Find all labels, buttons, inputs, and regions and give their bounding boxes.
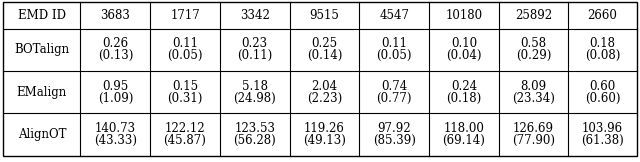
Text: 4547: 4547 [379, 9, 409, 22]
Text: 0.58: 0.58 [520, 37, 547, 50]
Text: 3342: 3342 [240, 9, 269, 22]
Text: BOTalign: BOTalign [14, 43, 69, 56]
Text: 118.00: 118.00 [444, 122, 484, 135]
Text: 8.09: 8.09 [520, 80, 547, 93]
Text: (0.18): (0.18) [446, 92, 481, 104]
Text: (23.34): (23.34) [512, 92, 555, 104]
Text: EMD ID: EMD ID [18, 9, 66, 22]
Text: 140.73: 140.73 [95, 122, 136, 135]
Text: 5.18: 5.18 [242, 80, 268, 93]
Text: 0.24: 0.24 [451, 80, 477, 93]
Text: 97.92: 97.92 [378, 122, 411, 135]
Text: (2.23): (2.23) [307, 92, 342, 104]
Text: 0.11: 0.11 [172, 37, 198, 50]
Text: 0.25: 0.25 [312, 37, 337, 50]
Text: 0.18: 0.18 [589, 37, 616, 50]
Text: (0.05): (0.05) [167, 49, 203, 62]
Text: 0.10: 0.10 [451, 37, 477, 50]
Text: (1.09): (1.09) [98, 92, 133, 104]
Text: (85.39): (85.39) [372, 134, 415, 147]
Text: (0.77): (0.77) [376, 92, 412, 104]
Text: (43.33): (43.33) [94, 134, 137, 147]
Text: 25892: 25892 [515, 9, 552, 22]
Text: (56.28): (56.28) [234, 134, 276, 147]
Text: 10180: 10180 [445, 9, 483, 22]
Text: 0.95: 0.95 [102, 80, 129, 93]
Text: (77.90): (77.90) [512, 134, 555, 147]
Text: (0.04): (0.04) [446, 49, 481, 62]
Text: 123.53: 123.53 [234, 122, 275, 135]
Text: EMalign: EMalign [17, 86, 67, 98]
Text: (0.05): (0.05) [376, 49, 412, 62]
Text: (0.11): (0.11) [237, 49, 273, 62]
Text: (0.08): (0.08) [585, 49, 620, 62]
Text: 0.11: 0.11 [381, 37, 407, 50]
Text: 126.69: 126.69 [513, 122, 554, 135]
Text: 119.26: 119.26 [304, 122, 345, 135]
Text: (0.60): (0.60) [585, 92, 620, 104]
Text: 1717: 1717 [170, 9, 200, 22]
Text: 0.23: 0.23 [242, 37, 268, 50]
Text: 0.60: 0.60 [589, 80, 616, 93]
Text: 0.74: 0.74 [381, 80, 407, 93]
Text: (0.29): (0.29) [516, 49, 551, 62]
Text: (69.14): (69.14) [442, 134, 485, 147]
Text: (61.38): (61.38) [581, 134, 624, 147]
Text: 0.15: 0.15 [172, 80, 198, 93]
Text: (45.87): (45.87) [164, 134, 207, 147]
Text: 0.26: 0.26 [102, 37, 129, 50]
Text: (0.31): (0.31) [167, 92, 203, 104]
Text: 3683: 3683 [100, 9, 131, 22]
Text: (0.13): (0.13) [98, 49, 133, 62]
Text: (24.98): (24.98) [234, 92, 276, 104]
Text: (49.13): (49.13) [303, 134, 346, 147]
Text: 122.12: 122.12 [164, 122, 205, 135]
Text: AlignOT: AlignOT [17, 128, 66, 141]
Text: 2.04: 2.04 [312, 80, 337, 93]
Text: 2660: 2660 [588, 9, 618, 22]
Text: 103.96: 103.96 [582, 122, 623, 135]
Text: (0.14): (0.14) [307, 49, 342, 62]
Text: 9515: 9515 [310, 9, 339, 22]
